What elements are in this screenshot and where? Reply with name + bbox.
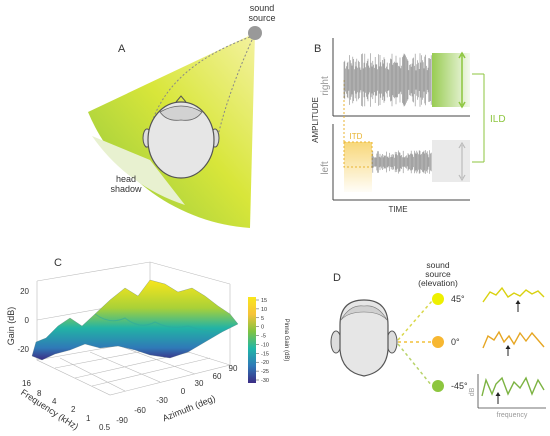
c-atick-5: 60 bbox=[213, 372, 222, 381]
cbar-tick-label: 10 bbox=[261, 307, 267, 313]
spectrum-45 bbox=[482, 286, 545, 312]
elev-label-minus45: -45° bbox=[451, 381, 468, 391]
d-title-2: source bbox=[425, 269, 451, 279]
c-atick-3: 0 bbox=[181, 387, 186, 396]
sound-source-label-2: source bbox=[248, 13, 275, 23]
spec-ylabel: dB bbox=[469, 387, 476, 396]
panel-b: B AMPLITUDE TIME right left ITD bbox=[311, 38, 506, 214]
elev-label-0: 0° bbox=[451, 337, 460, 347]
panel-a-letter: A bbox=[118, 43, 126, 55]
sound-source-dot bbox=[248, 26, 262, 40]
c-atick-6: 90 bbox=[229, 364, 238, 373]
ray-minus45 bbox=[397, 343, 433, 387]
waveform-left bbox=[371, 150, 432, 174]
cbar-tick-label: -15 bbox=[261, 351, 269, 357]
c-atick-0: -90 bbox=[116, 416, 128, 425]
elev-label-45: 45° bbox=[451, 294, 465, 304]
panel-b-letter: B bbox=[314, 43, 321, 55]
c-atick-1: -60 bbox=[134, 406, 146, 415]
b-xlabel: TIME bbox=[388, 205, 407, 214]
c-zlabel: Gain (dB) bbox=[6, 307, 16, 346]
panel-c-letter: C bbox=[54, 257, 62, 269]
panel-c: C Gain (dB) 20 0 -20 16 8 4 2 1 0.5 F bbox=[6, 257, 289, 432]
spec-xlabel: frequency bbox=[497, 412, 528, 419]
cbar-tick-label: -20 bbox=[261, 360, 269, 366]
waveform-noise bbox=[343, 53, 432, 107]
cbar-tick-label: -10 bbox=[261, 342, 269, 348]
c-colorbar bbox=[248, 297, 256, 383]
cbar-tick-label: -25 bbox=[261, 369, 269, 375]
head-shadow-label-2: shadow bbox=[110, 184, 142, 194]
cbar-tick-label: -5 bbox=[261, 334, 266, 340]
spectrum-0 bbox=[482, 330, 545, 356]
head-top-view bbox=[142, 95, 220, 179]
c-ftick-3: 2 bbox=[71, 405, 76, 414]
c-ztick-2: -20 bbox=[17, 345, 29, 354]
c-atick-2: -30 bbox=[156, 396, 168, 405]
ild-label: ILD bbox=[490, 114, 506, 125]
face-front-view bbox=[330, 299, 398, 377]
b-ylabel: AMPLITUDE bbox=[311, 97, 320, 143]
cbar-tick-label: -30 bbox=[261, 378, 269, 384]
panel-d-letter: D bbox=[333, 272, 341, 284]
ild-shade-right bbox=[432, 53, 470, 107]
c-ftick-4: 1 bbox=[86, 414, 91, 423]
b-left-label: left bbox=[320, 161, 331, 175]
head-shadow-label-1: head bbox=[116, 174, 136, 184]
itd-box bbox=[343, 141, 373, 168]
c-ztick-1: 0 bbox=[25, 316, 30, 325]
d-title-1: sound bbox=[426, 260, 449, 270]
gain-surface bbox=[31, 279, 239, 361]
c-ftick-1: 8 bbox=[37, 389, 42, 398]
waveform-right bbox=[343, 53, 432, 107]
c-ztick-0: 20 bbox=[20, 287, 29, 296]
waveform-noise bbox=[371, 150, 432, 174]
b-right-label: right bbox=[320, 76, 331, 96]
itd-label: ITD bbox=[350, 132, 363, 141]
c-colorbar-ticks: 15 10 5 0 -5 -10 -15 -20 -25 -30 bbox=[256, 298, 269, 384]
cbar-tick-label: 0 bbox=[261, 325, 264, 331]
sound-source-label-1: sound bbox=[250, 3, 275, 13]
panel-d: D sound source (elevation) 45° 0° -45° bbox=[330, 260, 546, 419]
ild-shade-left bbox=[432, 140, 470, 182]
c-atick-4: 30 bbox=[195, 379, 204, 388]
panel-a: A sound source head shadow bbox=[88, 3, 276, 228]
head-shadow-region bbox=[92, 136, 185, 205]
d-title-3: (elevation) bbox=[418, 278, 458, 288]
spectrum-minus45 bbox=[477, 374, 546, 409]
c-colorbar-label: Pinna Gain (dB) bbox=[283, 319, 289, 362]
c-ftick-2: 4 bbox=[52, 397, 57, 406]
ild-bracket bbox=[458, 51, 485, 182]
c-ftick-0: 16 bbox=[22, 379, 31, 388]
source-dot-0 bbox=[432, 336, 444, 348]
source-dot-45 bbox=[432, 293, 444, 305]
cbar-tick-label: 15 bbox=[261, 298, 267, 304]
source-dot-minus45 bbox=[432, 380, 444, 392]
c-ftick-5: 0.5 bbox=[99, 423, 111, 432]
surface-ridge bbox=[94, 313, 223, 333]
c-xlabel: Azimuth (deg) bbox=[161, 393, 217, 423]
ray-45 bbox=[397, 300, 433, 341]
cbar-tick-label: 5 bbox=[261, 316, 264, 322]
